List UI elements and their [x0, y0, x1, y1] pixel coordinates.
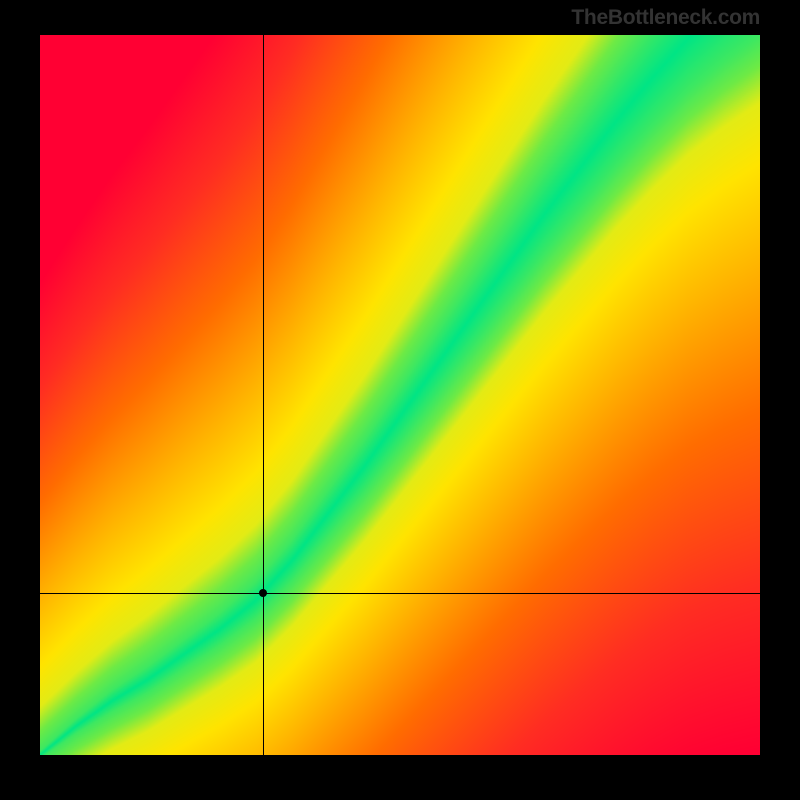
heatmap-canvas	[40, 35, 760, 755]
crosshair-vertical	[263, 35, 264, 755]
crosshair-horizontal	[40, 593, 760, 594]
watermark-text: TheBottleneck.com	[571, 6, 760, 30]
data-point-marker	[259, 589, 267, 597]
bottleneck-heatmap	[40, 35, 760, 755]
